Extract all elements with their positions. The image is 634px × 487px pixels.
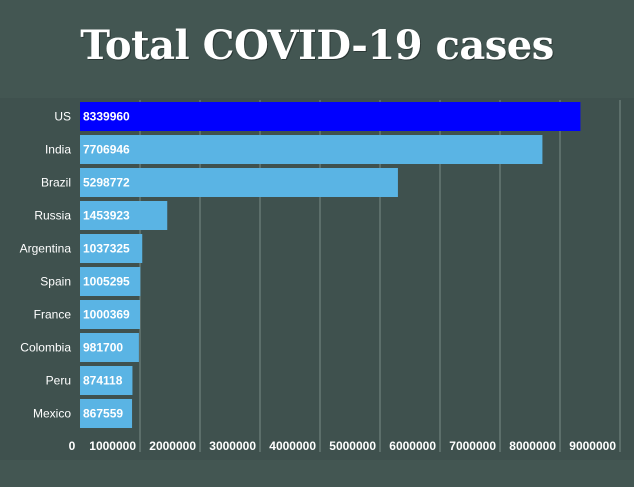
category-label: Colombia bbox=[20, 341, 71, 355]
bar-russia bbox=[80, 201, 168, 230]
category-label: France bbox=[34, 308, 72, 322]
x-tick-label: 3000000 bbox=[209, 439, 256, 453]
bar-spain bbox=[80, 267, 141, 296]
data-label: 5298772 bbox=[83, 176, 130, 190]
x-tick-label: 1000000 bbox=[89, 439, 136, 453]
chart-title: Total COVID-19 cases bbox=[80, 22, 554, 69]
bar-us bbox=[80, 102, 581, 131]
x-tick-label: 4000000 bbox=[269, 439, 316, 453]
bar-colombia bbox=[80, 333, 139, 362]
data-label: 1453923 bbox=[83, 209, 130, 223]
bar-india bbox=[80, 135, 543, 164]
data-label: 867559 bbox=[83, 407, 123, 421]
x-tick-label: 5000000 bbox=[329, 439, 376, 453]
bar-france bbox=[80, 300, 141, 329]
x-tick-label: 6000000 bbox=[389, 439, 436, 453]
category-label: Brazil bbox=[41, 176, 71, 190]
data-label: 874118 bbox=[83, 374, 123, 388]
category-label: US bbox=[54, 110, 71, 124]
data-label: 981700 bbox=[83, 341, 123, 355]
bar-peru bbox=[80, 366, 133, 395]
x-tick-label: 0 bbox=[69, 439, 76, 453]
x-tick-label: 7000000 bbox=[449, 439, 496, 453]
category-label: Russia bbox=[34, 209, 71, 223]
category-label: India bbox=[45, 143, 71, 157]
data-label: 7706946 bbox=[83, 143, 130, 157]
data-label: 8339960 bbox=[83, 110, 130, 124]
category-label: Peru bbox=[46, 374, 71, 388]
x-tick-label: 8000000 bbox=[509, 439, 556, 453]
bar-mexico bbox=[80, 399, 133, 428]
category-label: Mexico bbox=[33, 407, 71, 421]
data-label: 1005295 bbox=[83, 275, 130, 289]
bar-brazil bbox=[80, 168, 398, 197]
data-label: 1000369 bbox=[83, 308, 130, 322]
bar-argentina bbox=[80, 234, 143, 263]
data-label: 1037325 bbox=[83, 242, 130, 256]
x-tick-label: 9000000 bbox=[569, 439, 616, 453]
category-label: Argentina bbox=[20, 242, 72, 256]
x-tick-label: 2000000 bbox=[149, 439, 196, 453]
category-label: Spain bbox=[40, 275, 71, 289]
